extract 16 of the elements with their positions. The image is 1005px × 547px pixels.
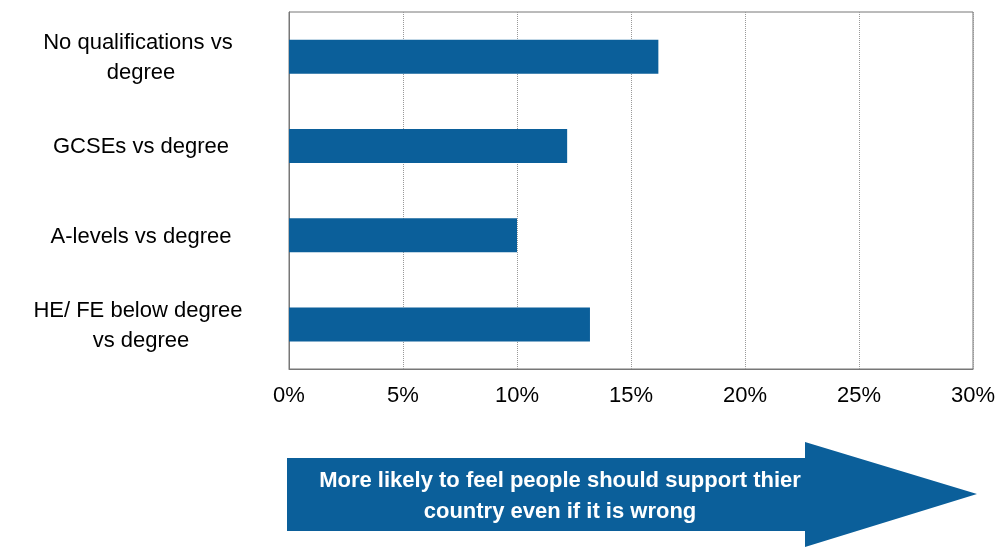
y-tick-label: A-levels vs degree [50, 222, 232, 248]
text: More likely to feel people should support thier country even if it is wrong [318, 466, 802, 525]
x-tick-label: 30% [950, 381, 996, 407]
y-tick-label: HE/ FE below degree vs degree [33, 296, 249, 352]
bar [289, 128, 568, 163]
x-tick-label: 5% [387, 381, 419, 407]
x-tick-label: 20% [722, 381, 768, 407]
bar [289, 218, 517, 253]
bar [289, 39, 659, 74]
y-tick-label: No qualifications vs degree [43, 29, 239, 85]
bar [289, 307, 590, 342]
y-tick-label: GCSEs vs degree [52, 133, 230, 159]
x-tick-label: 25% [836, 381, 882, 407]
x-tick-label: 15% [608, 381, 654, 407]
x-tick-label: 10% [494, 381, 540, 407]
x-tick-label: 0% [273, 381, 305, 407]
